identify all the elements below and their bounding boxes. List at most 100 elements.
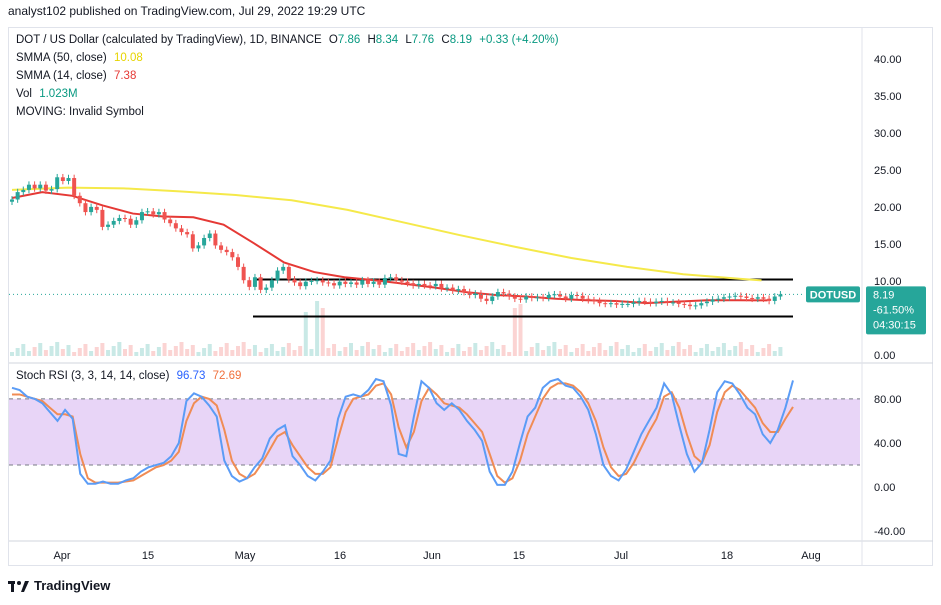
ohlc-close: C8.19: [441, 34, 473, 46]
volume-bar: [478, 350, 483, 356]
volume-bar: [168, 350, 173, 356]
time-tick-label: Jun: [423, 550, 441, 562]
rsi-tick-label: 40.00: [874, 438, 902, 450]
candle-body: [733, 295, 738, 297]
rsi-tick-label: 0.00: [874, 482, 895, 494]
candle-body: [462, 289, 466, 293]
candle-body: [190, 234, 195, 249]
candle-body: [320, 280, 325, 283]
volume-bar: [654, 347, 659, 356]
volume-bar: [428, 342, 433, 356]
volume-bar: [388, 348, 393, 356]
time-tick-label: Aug: [801, 550, 821, 562]
volume-bar: [721, 343, 726, 356]
candle-body: [94, 206, 99, 210]
candle-body: [139, 212, 144, 221]
volume-bar: [642, 344, 647, 356]
candle-body: [659, 300, 664, 302]
smma50-legend[interactable]: SMMA (50, close) 10.08: [16, 52, 147, 64]
candle-body: [286, 266, 291, 280]
candle-body: [326, 282, 331, 284]
volume-bar: [111, 346, 116, 356]
volume-bar: [575, 348, 579, 356]
volume-bar: [750, 345, 755, 356]
smma14-legend[interactable]: SMMA (14, close) 7.38: [16, 70, 140, 82]
candle-body: [518, 298, 523, 300]
candle-body: [258, 277, 263, 290]
smma50-value: 10.08: [113, 52, 143, 64]
moving-label: MOVING: Invalid Symbol: [16, 106, 144, 118]
candle-body: [247, 280, 252, 287]
candle-body: [704, 301, 709, 304]
main-legend-line: DOT / US Dollar (calculated by TradingVi…: [16, 34, 563, 46]
symbol-tag: DOTUSD: [810, 289, 857, 301]
candle-body: [343, 281, 348, 284]
volume-bar: [744, 349, 749, 356]
candle-body: [682, 303, 687, 305]
candle-body: [478, 293, 483, 299]
candle-body: [207, 233, 212, 239]
candle-body: [586, 298, 591, 301]
price-tag-box: [866, 286, 926, 335]
candle-body: [38, 184, 43, 189]
candle-body: [128, 218, 133, 225]
volume-bar: [315, 301, 320, 356]
volume-bar: [529, 347, 534, 356]
volume-bar: [371, 349, 376, 356]
candle-body: [224, 249, 229, 253]
candle-body: [671, 302, 676, 304]
volume-bar: [665, 350, 670, 356]
volume-bar: [416, 350, 421, 356]
volume-bar: [637, 348, 642, 356]
volume-legend[interactable]: Vol 1.023M: [16, 88, 82, 100]
candle-body: [106, 224, 111, 227]
volume-bar: [38, 343, 43, 356]
volume-bar: [399, 351, 404, 356]
volume-bar: [467, 347, 472, 356]
candle-body: [219, 245, 224, 250]
candle-body: [179, 228, 184, 233]
time-tick-label: 18: [721, 550, 733, 562]
volume-bar: [377, 345, 382, 356]
candle-body: [365, 280, 370, 284]
volume-bar: [411, 343, 416, 356]
candle-body: [699, 303, 704, 306]
stoch-d-line: [12, 382, 794, 484]
candle-body: [26, 184, 31, 190]
ohlc-high: H8.34: [367, 34, 399, 46]
volume-bar: [32, 347, 37, 356]
candle-body: [196, 245, 201, 249]
volume-bar: [710, 351, 715, 356]
candle-body: [688, 304, 692, 307]
countdown-label: 04:30:15: [873, 319, 916, 331]
volume-bar: [349, 343, 353, 356]
volume-bar: [202, 348, 207, 356]
candle-body: [145, 211, 150, 213]
symbol-label[interactable]: DOT / US Dollar (calculated by TradingVi…: [16, 34, 322, 46]
tradingview-footer[interactable]: TradingView: [8, 578, 110, 593]
candle-body: [648, 301, 653, 304]
volume-bar: [156, 347, 161, 356]
volume-bar: [145, 344, 150, 356]
candle-body: [252, 277, 257, 287]
candle-body: [173, 223, 178, 229]
candle-body: [631, 302, 636, 304]
stoch-legend[interactable]: Stoch RSI (3, 3, 14, 14, close) 96.73 72…: [16, 370, 245, 382]
volume-bar: [21, 344, 26, 356]
candle-body: [507, 293, 512, 297]
volume-bar: [693, 352, 698, 356]
candle-body: [405, 281, 410, 284]
volume-bar: [648, 351, 653, 356]
candle-body: [411, 283, 416, 286]
candle-body: [151, 211, 156, 215]
moving-legend[interactable]: MOVING: Invalid Symbol: [16, 106, 148, 118]
candle-body: [575, 295, 579, 297]
volume-bar: [631, 352, 636, 356]
candle-body: [721, 297, 726, 299]
candle-body: [558, 294, 563, 297]
volume-bar: [281, 347, 286, 356]
last-price-label: 8.19: [873, 289, 894, 301]
candle-body: [676, 302, 681, 304]
volume-bar: [495, 349, 500, 356]
